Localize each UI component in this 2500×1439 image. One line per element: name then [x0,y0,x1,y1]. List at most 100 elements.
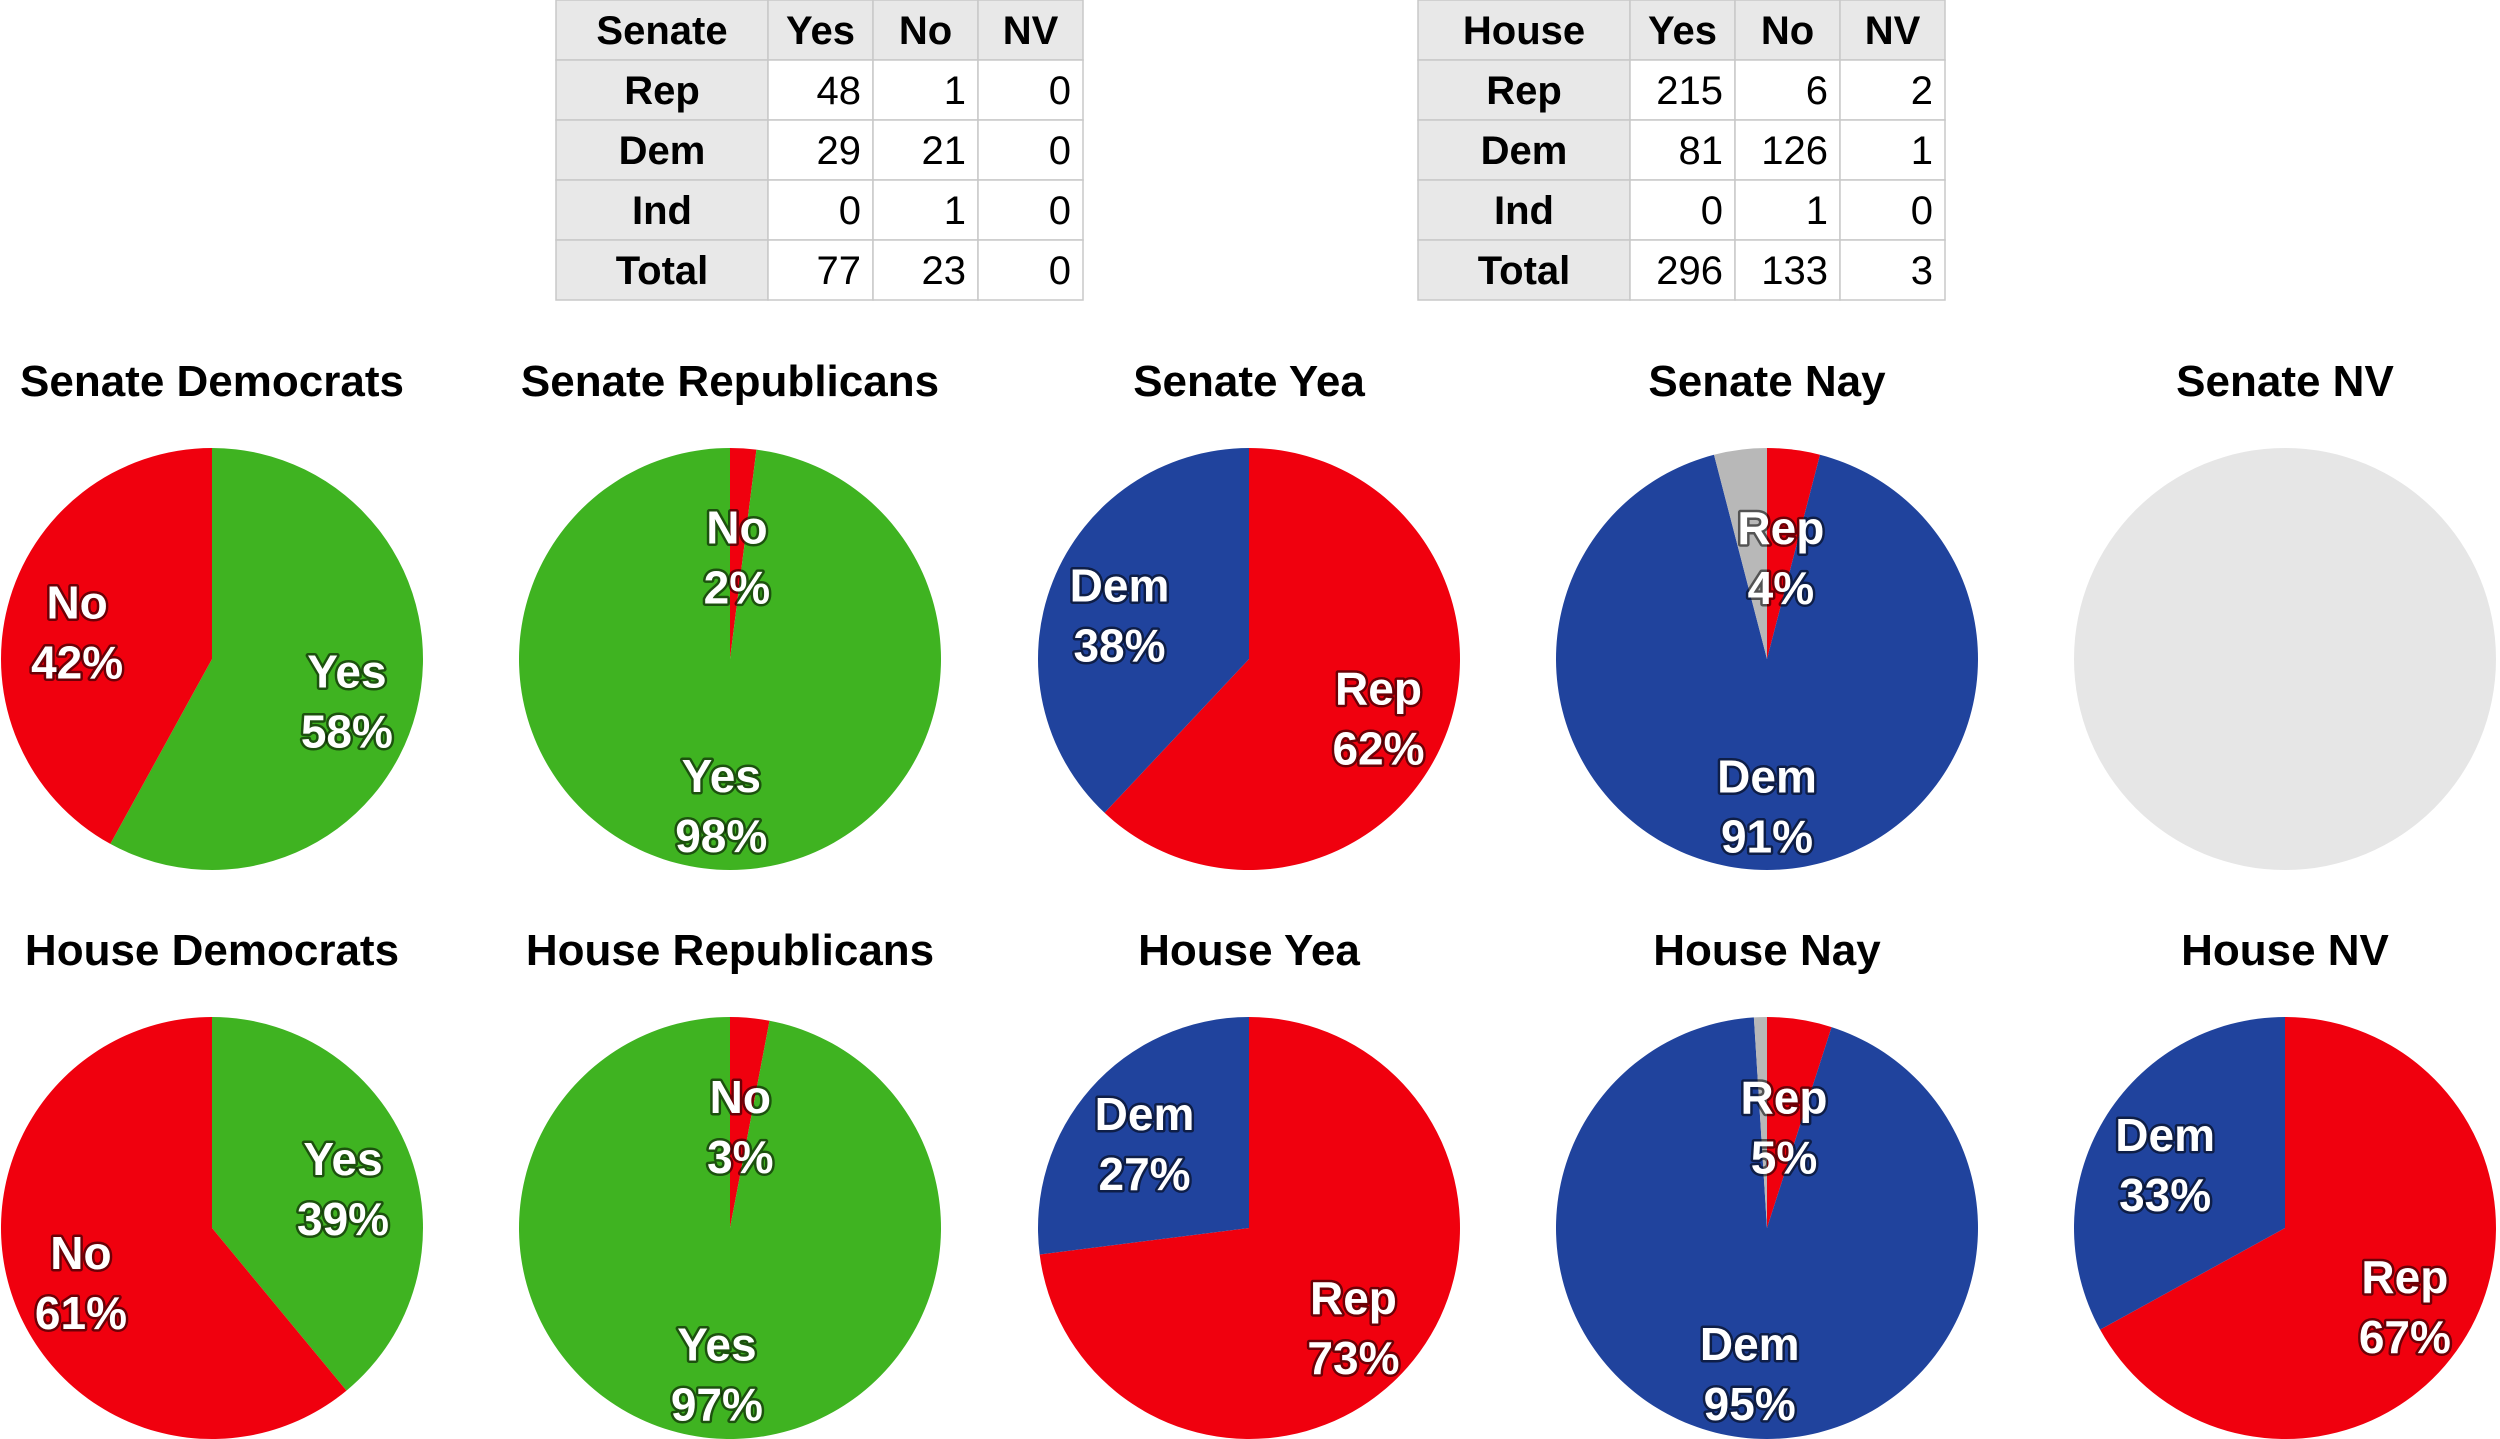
pie-slice-label: Rep [1335,662,1422,714]
table-cell [767,179,874,241]
table-cell [1734,179,1841,241]
pie-slice [212,1017,423,1391]
pie-slice-percent: 33% [2119,1169,2211,1221]
pie-title: Senate NV [2176,357,2394,406]
pie-slice-label: Yes [677,1319,756,1371]
table-cell [1629,0,1736,61]
table-cell [555,179,769,241]
table-value: 0 [1049,69,1071,113]
pie-slice [1767,1017,1832,1228]
table-value: 0 [1701,189,1723,233]
pie-slice-percent: 67% [2359,1311,2451,1363]
table-value: 1 [944,69,966,113]
table-cell [1417,59,1631,121]
pie-slice [0,448,213,844]
table-cell [1629,59,1736,121]
pie-slice [1039,1017,1460,1439]
table-header-label: NV [1865,9,1921,53]
table-value: 1 [944,189,966,233]
pie-slice-label: Dem [2115,1109,2215,1161]
table-cell [1417,179,1631,241]
table-value: 215 [1656,69,1723,113]
table-cell [767,0,874,61]
pie-slice [730,1017,770,1228]
table-value: 3 [1911,249,1933,293]
table-row-label: Ind [632,189,692,233]
pie-slice-label: Yes [682,750,761,802]
pie-slice [2100,1017,2496,1439]
pie-slice-label: Yes [303,1133,382,1185]
table-cell [872,0,979,61]
pie-slice-label: No [706,501,767,553]
pie-slice [519,448,942,870]
table-value: 0 [839,189,861,233]
pie-slice-percent: 73% [1307,1332,1399,1384]
pie-slice [1753,1017,1767,1228]
pie-slice-label: Rep [2361,1251,2448,1303]
table-value: 81 [1679,129,1724,173]
pie-slice-label: Rep [1737,502,1824,554]
table-value: 1 [1911,129,1933,173]
table-header-label: Senate [596,9,727,53]
table-cell [872,239,979,301]
table-cell [977,0,1084,61]
table-cell [1839,119,1946,181]
pie-slice [1038,448,1249,813]
vote-table-house: House Yes No NV Rep 215 6 2 Dem 81 126 1 Ind 0 1 0 Total… [1417,0,1946,301]
pie-slice [110,448,423,870]
pie-chart: House Nay Rep 5% Dem 95% [1556,926,1979,1439]
pie-slice-label: Dem [1095,1088,1195,1140]
table-cell [1629,119,1736,181]
table-value: 0 [1911,189,1933,233]
table-row-label: Ind [1494,189,1554,233]
pie-slice-percent: 98% [675,810,767,862]
pie-chart: House Yea Rep 73% Dem 27% [1038,926,1460,1439]
pie-slice-label: Yes [307,646,386,698]
table-value: 21 [922,129,967,173]
pie-slice [1038,1017,1249,1255]
pie-slice-label: Dem [1070,560,1170,612]
pie-slice-percent: 39% [297,1193,389,1245]
table-cell [1839,0,1946,61]
pie-slice [1767,448,1820,659]
table-row-label: Total [616,249,709,293]
pie-chart: House Republicans No 3% Yes 97% [519,926,942,1439]
table-value: 23 [922,249,967,293]
pie-slice-label: No [50,1227,111,1279]
table-cell [767,239,874,301]
pie-charts: Senate Democrats Yes 58% No 42% Senate Republ… [0,357,2496,1439]
pie-slice [1,1017,347,1439]
table-cell [872,119,979,181]
table-row-label: Dem [1481,129,1568,173]
pie-slice [730,448,757,659]
table-cell [1839,179,1946,241]
pie-slice-percent: 38% [1073,620,1165,672]
pie-title: House Republicans [526,926,934,975]
table-header-label: Yes [1648,9,1717,53]
table-cell [977,59,1084,121]
table-row-label: Total [1478,249,1571,293]
table-header-label: NV [1003,9,1059,53]
table-header-label: House [1463,9,1585,53]
pie-slice [1556,454,1979,870]
table-header-label: No [899,9,952,53]
pie-slice-percent: 27% [1099,1148,1191,1200]
table-value: 6 [1806,69,1828,113]
table-cell [872,179,979,241]
table-cell [977,179,1084,241]
pie-slice-percent: 42% [31,636,123,688]
table-cell [1839,239,1946,301]
pie-slice [519,1017,942,1439]
pie-slice-label: Dem [1700,1318,1800,1370]
pie-slice-percent: 91% [1721,810,1813,862]
pie-title: Senate Democrats [20,357,404,406]
table-cell [1629,179,1736,241]
pie-chart: Senate Democrats Yes 58% No 42% [0,357,423,870]
pie-title: House NV [2181,926,2389,975]
vote-table-senate: Senate Yes No NV Rep 48 1 0 Dem 29 21 0 Ind 0 1 0 Total 7… [555,0,1084,301]
pie-slice-percent: 4% [1748,562,1814,614]
pie-chart: Senate Yea Rep 62% Dem 38% [1038,357,1460,870]
table-value: 296 [1656,249,1723,293]
table-value: 0 [1049,129,1071,173]
